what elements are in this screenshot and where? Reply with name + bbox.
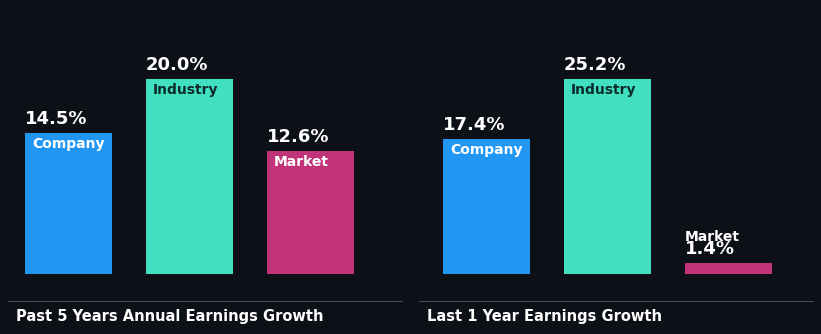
Bar (25, 133, 112, 274)
Text: 1.4%: 1.4% (685, 240, 735, 258)
Bar (146, 79, 233, 274)
Bar (443, 139, 530, 274)
Text: Company: Company (32, 137, 104, 151)
Text: Market: Market (685, 229, 740, 243)
Bar (267, 151, 354, 274)
Text: Industry: Industry (153, 83, 218, 97)
Text: 17.4%: 17.4% (443, 117, 506, 135)
Text: Past 5 Years Annual Earnings Growth: Past 5 Years Annual Earnings Growth (16, 309, 324, 324)
Text: Industry: Industry (571, 83, 636, 97)
Text: Market: Market (274, 155, 329, 169)
Bar (685, 263, 772, 274)
Text: 12.6%: 12.6% (267, 128, 329, 146)
Text: Last 1 Year Earnings Growth: Last 1 Year Earnings Growth (427, 309, 662, 324)
Bar (564, 79, 651, 274)
Text: 20.0%: 20.0% (146, 56, 209, 74)
Text: Company: Company (450, 143, 522, 157)
Text: 25.2%: 25.2% (564, 56, 626, 74)
Text: 14.5%: 14.5% (25, 110, 88, 128)
